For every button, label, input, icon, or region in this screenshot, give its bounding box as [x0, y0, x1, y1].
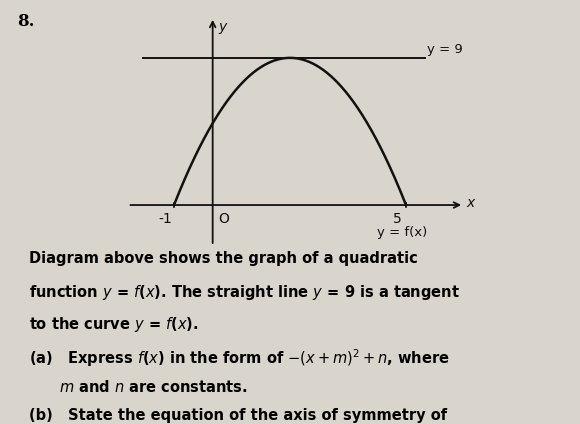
Text: function $y$ = $f$($x$). The straight line $y$ = 9 is a tangent: function $y$ = $f$($x$). The straight li…: [29, 283, 460, 302]
Text: $m$ and $n$ are constants.: $m$ and $n$ are constants.: [59, 379, 247, 396]
Text: 5: 5: [393, 212, 402, 226]
Text: 8.: 8.: [17, 13, 35, 30]
Text: y = f(x): y = f(x): [377, 226, 427, 239]
Text: y = 9: y = 9: [427, 43, 463, 56]
Text: y: y: [219, 20, 227, 34]
Text: -1: -1: [158, 212, 172, 226]
Text: (b)   State the equation of the axis of symmetry of: (b) State the equation of the axis of sy…: [29, 408, 447, 423]
Text: (a)   Express $f$($x$) in the form of $-(x + m)^2 + n$, where: (a) Express $f$($x$) in the form of $-(x…: [29, 347, 450, 369]
Text: Diagram above shows the graph of a quadratic: Diagram above shows the graph of a quadr…: [29, 251, 418, 266]
Text: to the curve $y$ = $f$($x$).: to the curve $y$ = $f$($x$).: [29, 315, 199, 335]
Text: O: O: [219, 212, 229, 226]
Text: x: x: [466, 195, 474, 209]
